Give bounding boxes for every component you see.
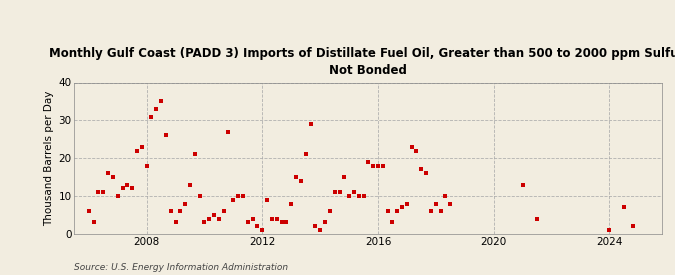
Point xyxy=(127,186,138,191)
Point xyxy=(320,220,331,225)
Point xyxy=(247,216,258,221)
Point xyxy=(353,194,364,198)
Point xyxy=(377,163,388,168)
Point xyxy=(431,201,441,206)
Point xyxy=(363,160,374,164)
Point xyxy=(305,122,316,126)
Point xyxy=(156,99,167,104)
Point xyxy=(93,190,104,194)
Point xyxy=(83,209,94,213)
Point xyxy=(184,182,195,187)
Point xyxy=(445,201,456,206)
Point xyxy=(373,163,383,168)
Point xyxy=(421,171,432,175)
Point xyxy=(117,186,128,191)
Point xyxy=(161,133,171,138)
Point xyxy=(170,220,181,225)
Point xyxy=(532,216,543,221)
Point xyxy=(223,130,234,134)
Point xyxy=(262,197,273,202)
Point xyxy=(440,194,451,198)
Point xyxy=(228,197,239,202)
Point xyxy=(88,220,99,225)
Point xyxy=(387,220,398,225)
Point xyxy=(257,228,268,232)
Point xyxy=(219,209,230,213)
Point xyxy=(180,201,190,206)
Point xyxy=(291,175,302,179)
Point xyxy=(358,194,369,198)
Point xyxy=(425,209,436,213)
Point xyxy=(392,209,403,213)
Point xyxy=(334,190,345,194)
Point xyxy=(276,220,287,225)
Point xyxy=(213,216,224,221)
Point xyxy=(165,209,176,213)
Point xyxy=(286,201,296,206)
Point xyxy=(315,228,325,232)
Point xyxy=(190,152,200,156)
Point xyxy=(296,179,306,183)
Point xyxy=(242,220,253,225)
Point xyxy=(339,175,350,179)
Point xyxy=(368,163,379,168)
Point xyxy=(136,145,147,149)
Point xyxy=(267,216,277,221)
Title: Monthly Gulf Coast (PADD 3) Imports of Distillate Fuel Oil, Greater than 500 to : Monthly Gulf Coast (PADD 3) Imports of D… xyxy=(49,47,675,77)
Point xyxy=(310,224,321,228)
Point xyxy=(382,209,393,213)
Point xyxy=(132,148,142,153)
Point xyxy=(146,114,157,119)
Point xyxy=(300,152,311,156)
Point xyxy=(344,194,354,198)
Point xyxy=(271,216,282,221)
Point xyxy=(98,190,109,194)
Point xyxy=(209,213,219,217)
Point xyxy=(103,171,113,175)
Point xyxy=(122,182,132,187)
Point xyxy=(281,220,292,225)
Point xyxy=(107,175,118,179)
Point xyxy=(112,194,123,198)
Y-axis label: Thousand Barrels per Day: Thousand Barrels per Day xyxy=(44,90,54,226)
Point xyxy=(194,194,205,198)
Point xyxy=(397,205,408,210)
Point xyxy=(151,107,161,111)
Point xyxy=(141,163,152,168)
Point xyxy=(618,205,629,210)
Point xyxy=(324,209,335,213)
Point xyxy=(233,194,244,198)
Point xyxy=(411,148,422,153)
Point xyxy=(238,194,248,198)
Point xyxy=(435,209,446,213)
Text: Source: U.S. Energy Information Administration: Source: U.S. Energy Information Administ… xyxy=(74,263,288,272)
Point xyxy=(604,228,615,232)
Point xyxy=(175,209,186,213)
Point xyxy=(329,190,340,194)
Point xyxy=(406,145,417,149)
Point xyxy=(517,182,528,187)
Point xyxy=(416,167,427,172)
Point xyxy=(204,216,215,221)
Point xyxy=(628,224,639,228)
Point xyxy=(402,201,412,206)
Point xyxy=(348,190,359,194)
Point xyxy=(252,224,263,228)
Point xyxy=(199,220,210,225)
